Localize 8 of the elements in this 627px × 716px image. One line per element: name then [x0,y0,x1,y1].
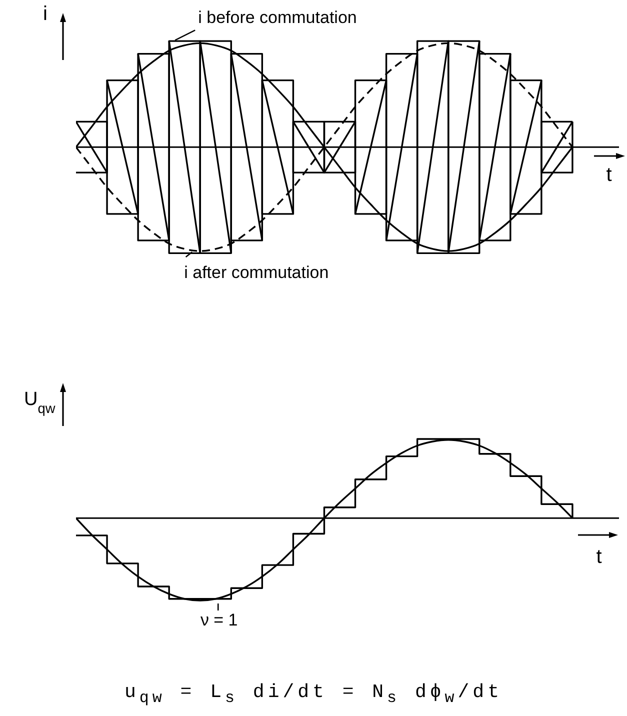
x-axis-title: t [596,546,602,568]
x-axis-title: t [606,164,612,186]
text: u$_{qw}$ = L$_{s}$ di/dt = N$_{s}$ dϕ$_{w}$/dt [124,681,502,707]
y-axis-title: U$_{qw}$ [24,389,56,416]
y-axis-title: i [43,3,48,25]
series-label: i before commutation [198,8,357,28]
legend-label: ν = 1 [200,610,238,630]
legend-label: i after commutation [184,263,329,282]
